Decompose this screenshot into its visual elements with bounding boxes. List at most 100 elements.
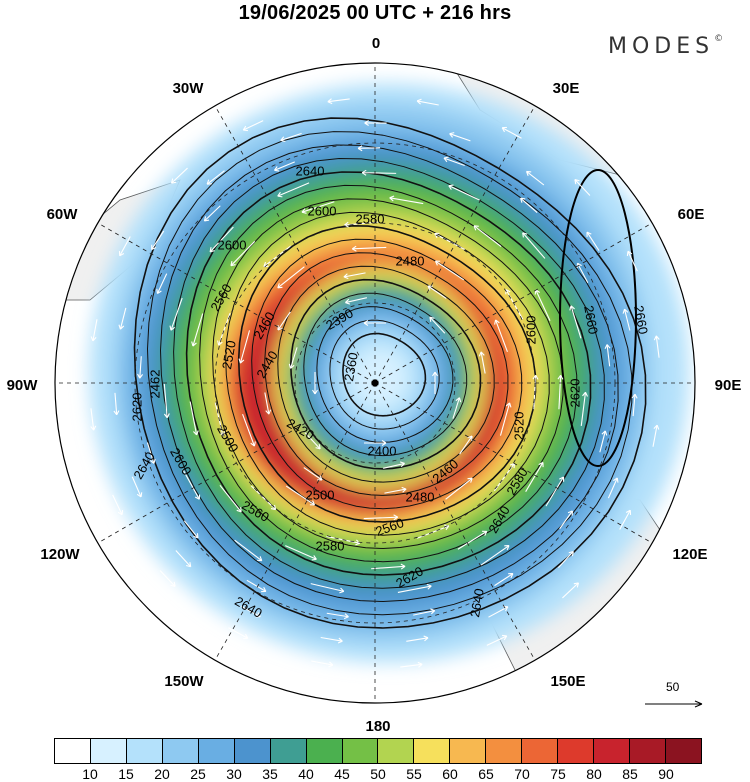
wind-arrow — [473, 225, 502, 247]
wind-arrow — [520, 197, 538, 214]
wind-arrow — [90, 408, 97, 431]
wind-arrow — [357, 145, 381, 152]
wind-arrow — [345, 297, 368, 305]
longitude-label: 150E — [550, 673, 585, 690]
contour-line — [212, 198, 564, 550]
wind-arrow — [118, 236, 131, 257]
color-scale-tick: 35 — [262, 766, 278, 782]
color-scale-tick: 15 — [118, 766, 134, 782]
wind-arrow — [427, 285, 447, 299]
wind-arrow — [326, 612, 349, 620]
wind-arrow — [480, 545, 510, 566]
wind-arrow — [586, 231, 600, 251]
color-scale-tick: 30 — [226, 766, 242, 782]
wind-arrow — [209, 226, 234, 253]
color-swatch — [234, 739, 271, 763]
wind-arrow — [159, 570, 176, 588]
wind-arrow — [607, 477, 619, 499]
wind-arrow — [364, 120, 387, 126]
wind-arrow — [242, 414, 256, 447]
wind-arrow — [344, 221, 379, 228]
wind-arrow — [397, 583, 432, 593]
color-scale-tick: 60 — [442, 766, 458, 782]
wind-arrow — [562, 582, 580, 599]
wind-arrow — [449, 132, 471, 142]
reference-vector-label: 50 — [666, 680, 680, 694]
wind-arrow — [494, 319, 508, 352]
longitude-label: 180 — [365, 718, 390, 735]
color-swatch — [522, 739, 559, 763]
color-scale-tick: 25 — [190, 766, 206, 782]
color-swatch — [270, 739, 307, 763]
contour-line — [303, 292, 468, 457]
contour-label: 2600 — [218, 237, 247, 252]
color-swatch — [558, 739, 595, 763]
wind-arrow — [559, 510, 573, 530]
wind-arrow — [304, 432, 321, 450]
wind-arrow — [361, 169, 397, 176]
wind-arrow — [486, 634, 508, 646]
color-scale-tick: 70 — [514, 766, 530, 782]
wind-arrow — [499, 402, 512, 436]
meridian-line — [214, 105, 376, 384]
longitude-label: 120W — [40, 546, 80, 563]
color-swatch — [198, 739, 235, 763]
wind-arrow — [413, 608, 436, 616]
wind-arrow — [445, 477, 473, 500]
contour-line — [264, 252, 509, 496]
wind-arrow — [137, 356, 144, 379]
contour-label: 2640 — [467, 587, 487, 618]
color-scale-tick: 20 — [154, 766, 170, 782]
color-scale-tick: 55 — [406, 766, 422, 782]
longitude-label: 30W — [173, 80, 205, 97]
contour-line — [277, 265, 495, 483]
wind-arrow — [280, 132, 302, 143]
contour-label: 2600 — [308, 203, 337, 218]
map-boundary — [54, 62, 696, 704]
color-scale-tick: 65 — [478, 766, 494, 782]
wind-arrow — [146, 442, 156, 464]
wind-arrow — [219, 484, 242, 513]
longitude-label: 90E — [715, 377, 742, 394]
color-scale-bar — [54, 738, 702, 764]
wind-arrow — [416, 524, 450, 539]
contour-line — [185, 171, 592, 576]
longitude-labels: 0 30E 60E 90E 120E 150E 180 150W 120W 90W 60W 30W — [7, 35, 742, 735]
wind-arrow — [494, 573, 514, 587]
longitude-label: 90W — [7, 377, 39, 394]
wind-arrow — [459, 435, 473, 455]
wind-arrow — [382, 461, 405, 469]
pole-marker — [371, 379, 379, 387]
contour-line — [159, 144, 619, 603]
wind-arrow — [557, 374, 564, 410]
wind-arrow — [522, 232, 546, 259]
contour-line — [251, 238, 523, 510]
wind-arrow — [526, 170, 545, 186]
wind-arrow — [288, 347, 298, 369]
color-swatch — [630, 739, 666, 763]
wind-arrow — [242, 120, 264, 132]
wind-arrow — [234, 539, 263, 562]
color-scale-tick: 40 — [298, 766, 314, 782]
wind-arrow — [112, 494, 124, 516]
contour-label: 2660 — [631, 304, 651, 335]
wind-arrow — [626, 250, 638, 272]
longitude-label: 60E — [678, 206, 705, 223]
wind-arrow — [493, 462, 515, 492]
wind-arrow — [569, 305, 582, 339]
color-swatch — [486, 739, 523, 763]
wind-arrow — [416, 98, 439, 106]
wind-arrow — [448, 184, 480, 201]
contour-label: 2480 — [396, 253, 425, 268]
wind-arrow — [246, 579, 267, 593]
wind-arrow — [182, 469, 201, 500]
contour-label: 2520 — [511, 412, 526, 441]
wind-arrow — [384, 486, 407, 494]
wind-arrow — [310, 583, 345, 594]
longitude-label: 0 — [372, 35, 380, 52]
color-scale-tick: 75 — [550, 766, 566, 782]
meridian-line — [374, 105, 536, 384]
wind-arrow — [452, 397, 462, 419]
graticule — [55, 63, 695, 703]
wind-arrow — [434, 232, 466, 250]
